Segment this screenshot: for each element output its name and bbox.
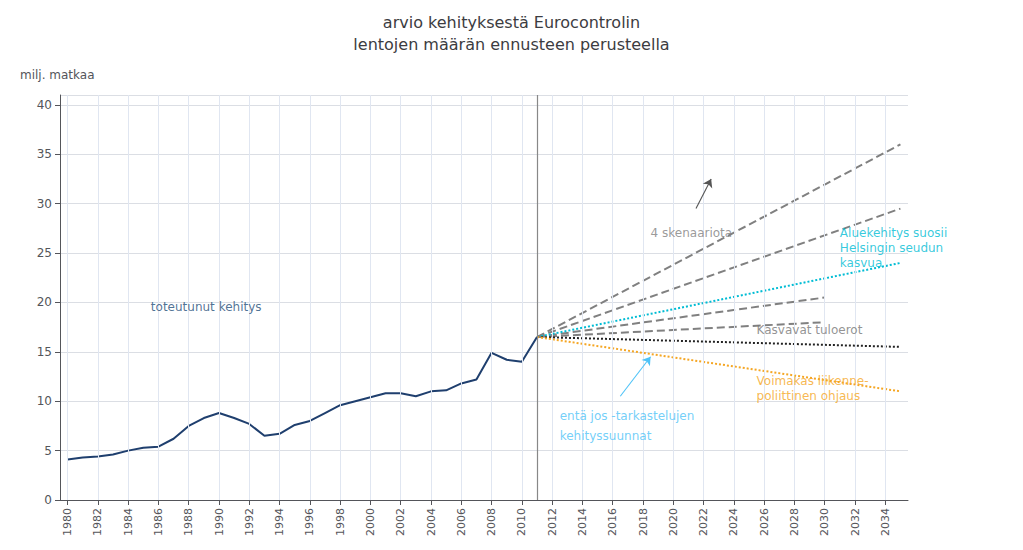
svg-text:1996: 1996 — [303, 508, 316, 536]
svg-text:40: 40 — [37, 98, 52, 112]
svg-text:1990: 1990 — [213, 508, 226, 536]
svg-text:2014: 2014 — [576, 508, 589, 536]
svg-text:1998: 1998 — [334, 508, 347, 536]
svg-text:2006: 2006 — [455, 508, 468, 536]
svg-text:poliittinen ohjaus: poliittinen ohjaus — [757, 389, 861, 403]
svg-text:2008: 2008 — [485, 508, 498, 536]
svg-text:kasvua: kasvua — [840, 256, 882, 270]
svg-text:1986: 1986 — [152, 508, 165, 536]
svg-text:2018: 2018 — [637, 508, 650, 536]
svg-text:2004: 2004 — [425, 508, 438, 536]
svg-text:4 skenaariota: 4 skenaariota — [651, 226, 733, 240]
svg-text:Helsingin seudun: Helsingin seudun — [840, 241, 943, 255]
svg-text:0: 0 — [44, 493, 52, 507]
svg-text:2026: 2026 — [758, 508, 771, 536]
svg-text:35: 35 — [37, 147, 52, 161]
svg-text:1982: 1982 — [91, 508, 104, 536]
svg-text:5: 5 — [44, 444, 52, 458]
svg-text:2028: 2028 — [788, 508, 801, 536]
svg-text:entä jos -tarkastelujen: entä jos -tarkastelujen — [560, 409, 695, 423]
svg-text:2012: 2012 — [546, 508, 559, 536]
svg-text:2016: 2016 — [606, 508, 619, 536]
svg-text:2002: 2002 — [394, 508, 407, 536]
svg-text:2010: 2010 — [515, 508, 528, 536]
svg-text:2000: 2000 — [364, 508, 377, 536]
svg-text:milj. matkaa: milj. matkaa — [20, 68, 95, 82]
svg-text:1994: 1994 — [273, 508, 286, 536]
svg-text:lentojen määrän ennusteen peru: lentojen määrän ennusteen perusteella — [353, 35, 669, 54]
svg-text:1984: 1984 — [122, 508, 135, 536]
svg-text:2020: 2020 — [667, 508, 680, 536]
svg-text:arvio kehityksestä Eurocontrol: arvio kehityksestä Eurocontrolin — [383, 13, 640, 32]
svg-text:15: 15 — [37, 345, 52, 359]
svg-text:2034: 2034 — [879, 508, 892, 536]
svg-text:2022: 2022 — [697, 508, 710, 536]
svg-text:20: 20 — [37, 295, 52, 309]
svg-text:1992: 1992 — [243, 508, 256, 536]
svg-text:10: 10 — [37, 394, 52, 408]
svg-text:2030: 2030 — [818, 508, 831, 536]
svg-text:1980: 1980 — [61, 508, 74, 536]
svg-text:1988: 1988 — [182, 508, 195, 536]
svg-text:25: 25 — [37, 246, 52, 260]
svg-text:2032: 2032 — [849, 508, 862, 536]
svg-text:Aluekehitys suosii: Aluekehitys suosii — [840, 226, 947, 240]
svg-text:30: 30 — [37, 197, 52, 211]
svg-text:kehityssuunnat: kehityssuunnat — [560, 429, 652, 443]
svg-text:Voimakas liikenne-: Voimakas liikenne- — [757, 374, 869, 388]
svg-text:2024: 2024 — [727, 508, 740, 536]
svg-text:toteutunut kehitys: toteutunut kehitys — [151, 300, 262, 314]
svg-text:Kasvavat tuloerot: Kasvavat tuloerot — [757, 323, 863, 337]
